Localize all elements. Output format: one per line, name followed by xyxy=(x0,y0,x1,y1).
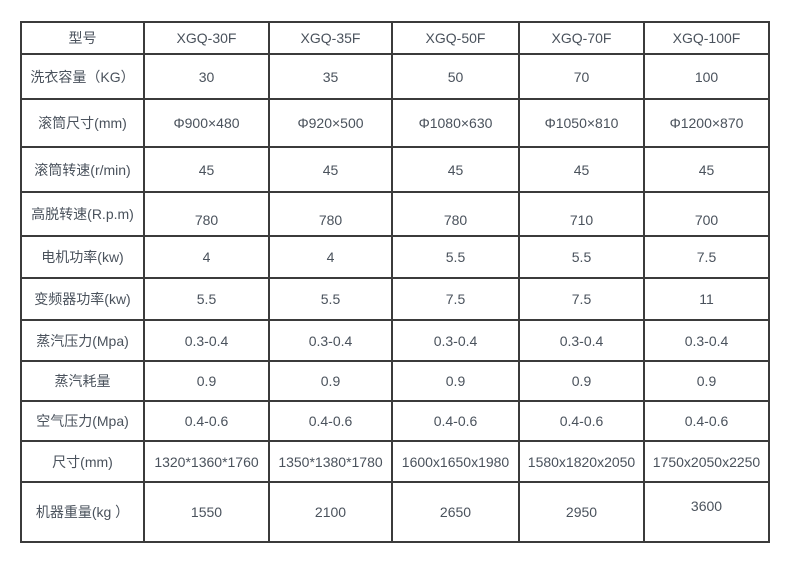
cell-value: 700 xyxy=(643,191,770,237)
cell-value: 45 xyxy=(268,146,393,193)
cell-value: 1350*1380*1780 xyxy=(268,440,393,483)
cell-value: 5.5 xyxy=(268,277,393,321)
cell-value: 7.5 xyxy=(643,235,770,279)
header-model-0: XGQ-30F xyxy=(143,21,270,55)
spec-row-10: 机器重量(kg ） 1550 2100 2650 2950 3600 xyxy=(20,481,770,543)
cell-value: 0.4-0.6 xyxy=(518,400,645,442)
header-model-label: 型号 xyxy=(20,21,145,55)
cell-value: 780 xyxy=(268,191,393,237)
cell-value: 11 xyxy=(643,277,770,321)
row-label: 洗衣容量（KG） xyxy=(20,53,145,100)
cell-value: 50 xyxy=(391,53,520,100)
cell-value: 70 xyxy=(518,53,645,100)
header-row: 型号 XGQ-30F XGQ-35F XGQ-50F XGQ-70F XGQ-100F xyxy=(20,21,770,55)
cell-value: 710 xyxy=(518,191,645,237)
row-label: 滚筒尺寸(mm) xyxy=(20,98,145,148)
cell-value: 0.3-0.4 xyxy=(143,319,270,362)
header-model-3: XGQ-70F xyxy=(518,21,645,55)
spec-row-0: 洗衣容量（KG） 30 35 50 70 100 xyxy=(20,53,770,100)
header-model-1: XGQ-35F xyxy=(268,21,393,55)
cell-value: Φ1080×630 xyxy=(391,98,520,148)
row-label: 蒸汽压力(Mpa) xyxy=(20,319,145,362)
cell-value: 1750x2050x2250 xyxy=(643,440,770,483)
cell-value: 5.5 xyxy=(143,277,270,321)
cell-value: 0.9 xyxy=(143,360,270,402)
cell-value: 45 xyxy=(643,146,770,193)
cell-value: 0.4-0.6 xyxy=(391,400,520,442)
cell-value: 5.5 xyxy=(518,235,645,279)
spec-row-8: 空气压力(Mpa) 0.4-0.6 0.4-0.6 0.4-0.6 0.4-0.6 0.4… xyxy=(20,400,770,442)
spec-row-6: 蒸汽压力(Mpa) 0.3-0.4 0.3-0.4 0.3-0.4 0.3-0.4 0.3… xyxy=(20,319,770,362)
cell-value: 7.5 xyxy=(391,277,520,321)
cell-value: 0.3-0.4 xyxy=(643,319,770,362)
header-model-4: XGQ-100F xyxy=(643,21,770,55)
cell-value: 0.9 xyxy=(643,360,770,402)
cell-value: 2950 xyxy=(518,481,645,543)
spec-row-5: 变频器功率(kw) 5.5 5.5 7.5 7.5 11 xyxy=(20,277,770,321)
cell-value: 4 xyxy=(143,235,270,279)
cell-value: 100 xyxy=(643,53,770,100)
cell-value: 0.4-0.6 xyxy=(643,400,770,442)
cell-value: Φ920×500 xyxy=(268,98,393,148)
cell-value: 0.4-0.6 xyxy=(143,400,270,442)
cell-value: 4 xyxy=(268,235,393,279)
cell-value: Φ1200×870 xyxy=(643,98,770,148)
spec-row-3: 高脱转速(R.p.m) 780 780 780 710 700 xyxy=(20,191,770,237)
cell-value: 1550 xyxy=(143,481,270,543)
cell-value: 1320*1360*1760 xyxy=(143,440,270,483)
spec-row-4: 电机功率(kw) 4 4 5.5 5.5 7.5 xyxy=(20,235,770,279)
spec-table: 型号 XGQ-30F XGQ-35F XGQ-50F XGQ-70F XGQ-100F … xyxy=(20,21,770,543)
cell-value: Φ900×480 xyxy=(143,98,270,148)
cell-value: 780 xyxy=(143,191,270,237)
cell-value: 0.3-0.4 xyxy=(518,319,645,362)
cell-value: 2100 xyxy=(268,481,393,543)
row-label: 机器重量(kg ） xyxy=(20,481,145,543)
cell-value: 0.3-0.4 xyxy=(391,319,520,362)
cell-value: 0.9 xyxy=(518,360,645,402)
row-label: 蒸汽耗量 xyxy=(20,360,145,402)
spec-row-9: 尺寸(mm) 1320*1360*1760 1350*1380*1780 1600x1… xyxy=(20,440,770,483)
cell-value: 45 xyxy=(518,146,645,193)
cell-value: Φ1050×810 xyxy=(518,98,645,148)
cell-value: 780 xyxy=(391,191,520,237)
cell-value: 5.5 xyxy=(391,235,520,279)
spec-table-body: 洗衣容量（KG） 30 35 50 70 100 滚筒尺寸(mm) Φ900×480 Φ920×… xyxy=(20,53,770,543)
cell-value: 0.9 xyxy=(391,360,520,402)
spec-row-7: 蒸汽耗量 0.9 0.9 0.9 0.9 0.9 xyxy=(20,360,770,402)
spec-row-1: 滚筒尺寸(mm) Φ900×480 Φ920×500 Φ1080×630 Φ1050×8… xyxy=(20,98,770,148)
cell-value: 1600x1650x1980 xyxy=(391,440,520,483)
header-model-2: XGQ-50F xyxy=(391,21,520,55)
row-label: 变频器功率(kw) xyxy=(20,277,145,321)
cell-value: 0.3-0.4 xyxy=(268,319,393,362)
row-label: 滚筒转速(r/min) xyxy=(20,146,145,193)
cell-value: 0.4-0.6 xyxy=(268,400,393,442)
cell-value: 2650 xyxy=(391,481,520,543)
cell-value: 45 xyxy=(391,146,520,193)
cell-value: 45 xyxy=(143,146,270,193)
spec-row-2: 滚筒转速(r/min) 45 45 45 45 45 xyxy=(20,146,770,193)
cell-value: 1580x1820x2050 xyxy=(518,440,645,483)
row-label: 尺寸(mm) xyxy=(20,440,145,483)
cell-value: 30 xyxy=(143,53,270,100)
row-label: 电机功率(kw) xyxy=(20,235,145,279)
cell-value: 0.9 xyxy=(268,360,393,402)
row-label: 高脱转速(R.p.m) xyxy=(20,191,145,237)
cell-value: 7.5 xyxy=(518,277,645,321)
cell-value: 35 xyxy=(268,53,393,100)
row-label: 空气压力(Mpa) xyxy=(20,400,145,442)
cell-value: 3600 xyxy=(643,481,770,543)
